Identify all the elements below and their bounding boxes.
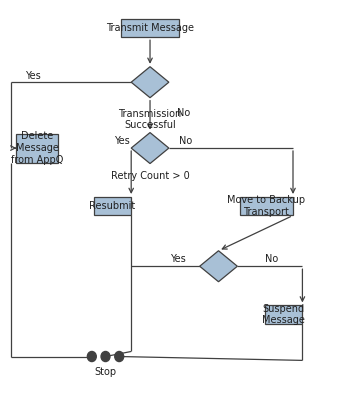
- Text: No: No: [265, 254, 278, 264]
- Text: Move to Backup
Transport: Move to Backup Transport: [227, 195, 306, 217]
- Polygon shape: [131, 132, 169, 163]
- FancyBboxPatch shape: [265, 305, 302, 324]
- Text: Yes: Yes: [25, 72, 41, 81]
- Text: Retry Count > 0: Retry Count > 0: [111, 171, 189, 180]
- Text: Suspend
Message: Suspend Message: [262, 304, 305, 325]
- Text: Resubmit: Resubmit: [89, 201, 135, 211]
- Circle shape: [101, 351, 110, 362]
- FancyBboxPatch shape: [240, 197, 293, 215]
- Text: Yes: Yes: [114, 136, 129, 146]
- Circle shape: [87, 351, 96, 362]
- Polygon shape: [131, 67, 169, 98]
- FancyBboxPatch shape: [16, 134, 57, 163]
- Text: No: No: [179, 136, 192, 146]
- FancyBboxPatch shape: [94, 197, 131, 215]
- Text: Delete
Message
from AppQ: Delete Message from AppQ: [11, 132, 63, 165]
- Text: Transmission
Successful: Transmission Successful: [118, 108, 182, 130]
- Text: Transmit Message: Transmit Message: [106, 23, 194, 33]
- Circle shape: [115, 351, 124, 362]
- Polygon shape: [200, 251, 237, 282]
- Text: Stop: Stop: [94, 367, 117, 377]
- Text: Yes: Yes: [170, 254, 186, 264]
- Text: No: No: [177, 108, 191, 118]
- FancyBboxPatch shape: [121, 18, 179, 37]
